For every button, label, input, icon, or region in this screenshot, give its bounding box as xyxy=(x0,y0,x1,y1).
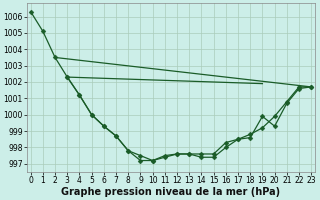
X-axis label: Graphe pression niveau de la mer (hPa): Graphe pression niveau de la mer (hPa) xyxy=(61,187,281,197)
